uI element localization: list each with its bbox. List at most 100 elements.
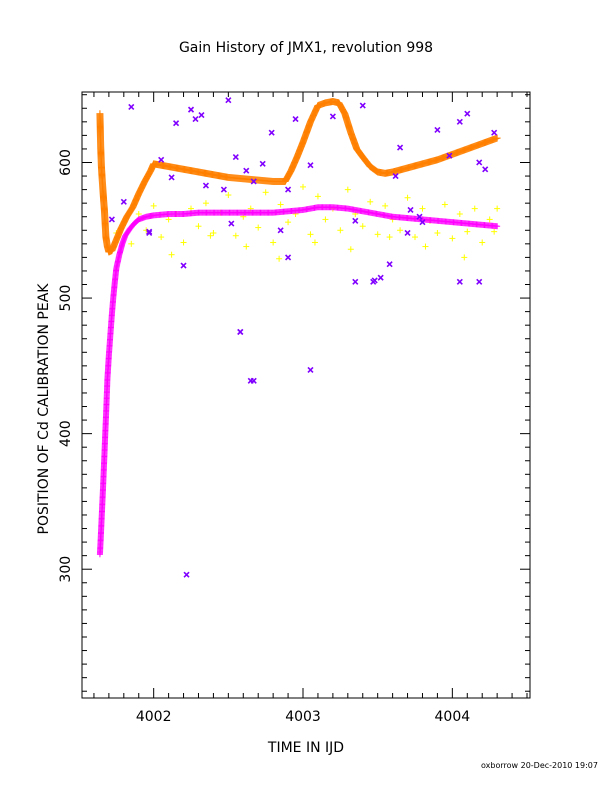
data-point-plus <box>247 205 254 212</box>
data-point-cross <box>173 120 180 127</box>
data-point-plus <box>397 227 404 234</box>
data-point-plus <box>464 228 471 235</box>
data-point-cross <box>225 97 232 104</box>
data-point-plus <box>168 251 175 258</box>
data-point-plus <box>494 205 501 212</box>
data-point-plus <box>493 134 501 142</box>
chart-title: Gain History of JMX1, revolution 998 <box>179 40 433 56</box>
data-point-cross <box>259 160 266 167</box>
data-point-plus <box>359 223 366 230</box>
data-point-cross <box>168 174 175 181</box>
data-point-cross <box>285 254 292 261</box>
data-point-cross <box>187 106 195 113</box>
data-point-plus <box>479 239 486 246</box>
data-point-cross <box>359 102 366 109</box>
data-point-plus <box>150 202 157 209</box>
data-point-plus <box>307 231 314 238</box>
data-point-cross <box>407 206 414 214</box>
x-tick-label: 4002 <box>136 709 172 725</box>
data-point-plus <box>412 234 419 241</box>
data-point-plus <box>352 211 359 218</box>
data-point-cross <box>285 186 292 193</box>
data-point-plus <box>322 216 329 223</box>
data-point-plus <box>456 211 463 218</box>
footer-credit: oxborrow 20-Dec-2010 19:07 <box>481 761 598 770</box>
data-point-plus <box>243 243 250 250</box>
data-point-plus <box>300 183 307 190</box>
data-point-plus <box>367 198 374 205</box>
x-axis-label: TIME IN IJD <box>267 740 344 756</box>
data-point-cross <box>476 159 483 166</box>
data-point-cross <box>397 144 404 151</box>
data-point-cross <box>392 172 399 180</box>
data-point-plus <box>262 189 269 196</box>
data-point-plus <box>135 211 142 218</box>
data-points <box>96 97 501 578</box>
data-point-cross <box>476 278 483 285</box>
data-point-cross <box>146 229 153 237</box>
data-point-plus <box>188 205 195 212</box>
data-point-plus <box>276 255 283 262</box>
data-point-plus <box>311 239 318 246</box>
data-point-cross <box>277 227 284 234</box>
plot-frame <box>81 91 531 699</box>
x-tick-label: 4004 <box>435 709 471 725</box>
data-point-cross <box>371 277 378 284</box>
y-tick-label: 600 <box>58 149 74 176</box>
data-point-plus <box>277 201 284 208</box>
y-tick-label: 400 <box>58 420 74 447</box>
data-point-plus <box>422 243 429 250</box>
data-point-plus <box>255 224 262 231</box>
data-point-cross <box>446 152 453 159</box>
data-point-cross <box>352 278 359 285</box>
data-point-cross <box>482 166 489 173</box>
data-point-plus <box>158 234 165 241</box>
data-point-plus <box>270 239 277 246</box>
data-point-plus <box>434 229 441 236</box>
data-point-plus <box>494 223 501 230</box>
data-point-cross <box>352 217 359 224</box>
data-point-plus <box>441 201 448 208</box>
axis-tick-labels: 4002 4003 4004 300 400 500 600 <box>58 149 470 725</box>
y-axis-label: POSITION OF Cd CALIBRATION PEAK <box>36 283 52 535</box>
data-point-plus <box>419 205 426 212</box>
data-point-plus <box>225 192 232 199</box>
data-point-cross <box>228 220 235 227</box>
data-point-cross <box>183 571 190 578</box>
data-point-plus <box>486 216 493 223</box>
data-point-plus <box>285 219 292 226</box>
data-point-cross <box>491 129 498 136</box>
data-point-cross <box>404 229 411 237</box>
data-point-cross <box>158 156 165 163</box>
data-point-plus <box>386 234 393 241</box>
data-point-cross <box>202 182 210 189</box>
axis-ticks <box>82 92 530 698</box>
data-point-cross <box>456 278 463 285</box>
data-point-plus <box>292 211 299 218</box>
data-point-plus <box>374 231 381 238</box>
y-tick-label: 300 <box>58 556 74 583</box>
data-point-plus <box>461 254 468 261</box>
data-point-plus <box>210 229 217 236</box>
x-tick-label: 4003 <box>285 709 321 725</box>
data-point-cross <box>250 178 257 185</box>
data-point-cross <box>120 198 127 205</box>
data-point-plus <box>491 228 498 235</box>
data-point-plus <box>449 235 456 242</box>
data-point-cross <box>329 113 336 120</box>
data-point-cross <box>377 274 384 281</box>
data-point-plus <box>404 194 411 201</box>
data-point-cross <box>386 261 393 268</box>
data-point-plus <box>347 246 354 253</box>
data-point-plus <box>165 216 172 223</box>
data-point-cross <box>434 126 441 134</box>
data-point-cross <box>456 118 463 125</box>
data-point-cross <box>464 110 471 117</box>
data-point-cross <box>292 116 299 123</box>
data-point-plus <box>314 193 321 200</box>
data-point-plus <box>337 227 344 234</box>
data-point-cross <box>243 167 250 174</box>
data-point-plus <box>128 240 135 247</box>
data-point-cross <box>268 129 275 136</box>
